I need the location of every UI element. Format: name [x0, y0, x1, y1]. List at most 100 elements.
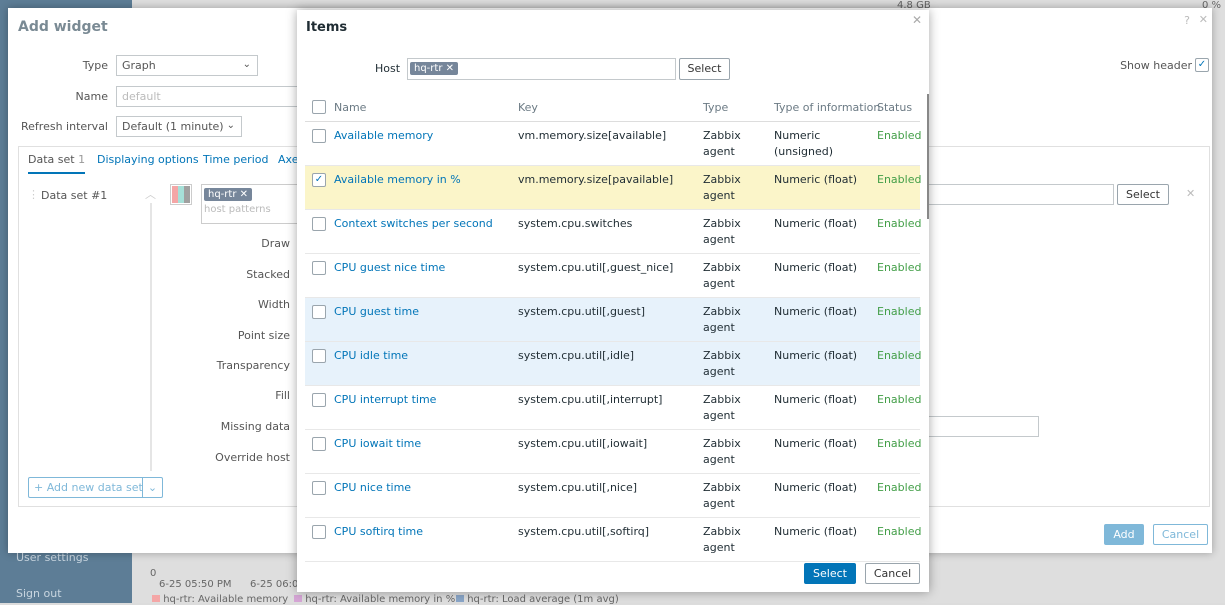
select-all-checkbox[interactable] [312, 100, 326, 114]
type-select[interactable]: Graph ⌄ [116, 55, 258, 76]
item-type: Zabbix agent [703, 481, 741, 510]
row-checkbox[interactable] [312, 437, 326, 451]
item-status: Enabled [877, 525, 922, 538]
item-info-type: Numeric (float) [774, 217, 858, 230]
item-key: vm.memory.size[pavailable] [518, 173, 674, 186]
item-name-link[interactable]: Context switches per second [334, 217, 493, 230]
item-name-link[interactable]: CPU nice time [334, 481, 412, 494]
host-pattern-input[interactable]: hq-rtr ✕ host patterns [201, 184, 301, 224]
chevron-down-icon: ⌄ [242, 59, 251, 70]
host-input[interactable]: hq-rtr ✕ [407, 58, 676, 80]
tab-time-period[interactable]: Time period [203, 153, 269, 166]
item-status: Enabled [877, 437, 922, 450]
table-row[interactable]: Available memory vm.memory.size[availabl… [305, 122, 922, 166]
table-row[interactable]: CPU softirq time system.cpu.util[,softir… [305, 518, 922, 562]
chevron-down-icon: ⌄ [226, 120, 235, 131]
drag-handle-icon[interactable]: ⋮ [28, 188, 39, 201]
cancel-button[interactable]: Cancel [1153, 524, 1208, 545]
table-row[interactable]: Context switches per second system.cpu.s… [305, 210, 921, 254]
sidebar-item-user-settings[interactable]: User settings [16, 551, 89, 564]
name-input[interactable]: default [116, 86, 316, 107]
chart-x-tick: 6-25 06:0 [250, 579, 299, 590]
item-name-link[interactable]: CPU softirq time [334, 525, 424, 538]
item-status: Enabled [877, 393, 922, 406]
item-type: Zabbix agent [703, 393, 741, 422]
table-header: Name Key Type Type of information Status [305, 100, 920, 122]
item-info-type: Numeric (float) [774, 173, 858, 186]
table-row[interactable]: CPU iowait time system.cpu.util[,iowait]… [305, 430, 922, 474]
column-key: Key [518, 101, 538, 114]
item-info-type: Numeric (float) [774, 305, 858, 318]
row-checkbox[interactable] [312, 393, 326, 407]
close-icon[interactable]: ✕ [1198, 13, 1208, 26]
tab-displaying-options[interactable]: Displaying options [97, 153, 199, 166]
row-checkbox[interactable] [312, 217, 326, 231]
color-picker[interactable] [170, 184, 192, 205]
refresh-label: Refresh interval [21, 120, 108, 133]
chart-y-tick: 0 [150, 568, 157, 579]
item-name-link[interactable]: CPU idle time [334, 349, 409, 362]
table-row[interactable]: CPU interrupt time system.cpu.util[,inte… [305, 386, 922, 430]
item-key: system.cpu.util[,iowait] [518, 437, 648, 450]
item-type: Zabbix agent [703, 305, 741, 334]
override-host-label: Override host [215, 451, 290, 464]
select-button[interactable]: Select [804, 563, 856, 584]
item-type: Zabbix agent [703, 437, 741, 466]
row-checkbox[interactable] [312, 349, 326, 363]
add-new-dataset-button[interactable]: + Add new data set ⌄ [28, 477, 163, 498]
tab-axes[interactable]: Axe [278, 153, 299, 166]
refresh-select[interactable]: Default (1 minute) ⌄ [116, 116, 242, 137]
widget-value: 4.8 GB [897, 0, 931, 11]
table-row[interactable]: CPU nice time system.cpu.util[,nice] Zab… [305, 474, 921, 518]
item-type: Zabbix agent [703, 525, 741, 554]
row-checkbox[interactable] [312, 305, 326, 319]
row-checkbox[interactable] [312, 481, 326, 495]
help-icon[interactable]: ? [1184, 14, 1190, 27]
host-tag: hq-rtr ✕ [204, 188, 252, 201]
table-row[interactable]: CPU guest nice time system.cpu.util[,gue… [305, 254, 921, 298]
column-name[interactable]: Name [334, 101, 367, 114]
collapse-icon[interactable]: ︿ [145, 188, 156, 201]
dataset-divider [150, 203, 152, 471]
cancel-button[interactable]: Cancel [865, 563, 920, 584]
override-host-input[interactable] [918, 416, 1039, 437]
scrollbar[interactable] [927, 94, 929, 219]
host-select-button[interactable]: Select [679, 58, 730, 80]
show-header-checkbox[interactable]: ✓ [1195, 58, 1209, 72]
column-type-of-information: Type of information [774, 101, 881, 114]
item-name-link[interactable]: Available memory in % [334, 173, 461, 186]
close-icon[interactable]: ✕ [911, 13, 922, 27]
stacked-label: Stacked [246, 268, 290, 281]
item-type: Zabbix agent [703, 349, 741, 378]
item-key: system.cpu.util[,interrupt] [518, 393, 663, 406]
item-info-type: Numeric (float) [774, 393, 858, 406]
tab-data-set[interactable]: Data set 1 [28, 153, 86, 174]
item-name-link[interactable]: CPU interrupt time [334, 393, 437, 406]
add-button[interactable]: Add [1104, 524, 1144, 545]
item-pattern-input[interactable] [918, 184, 1114, 205]
item-info-type: Numeric (float) [774, 525, 858, 538]
item-name-link[interactable]: Available memory [334, 129, 434, 142]
item-status: Enabled [877, 129, 922, 142]
row-checkbox[interactable] [312, 525, 326, 539]
transparency-label: Transparency [216, 359, 290, 372]
remove-icon[interactable]: ✕ [1186, 187, 1196, 200]
item-name-link[interactable]: CPU iowait time [334, 437, 422, 450]
row-checkbox[interactable] [312, 129, 326, 143]
item-name-link[interactable]: CPU guest time [334, 305, 419, 318]
item-name-link[interactable]: CPU guest nice time [334, 261, 446, 274]
fill-label: Fill [275, 389, 290, 402]
table-row[interactable]: ✓ Available memory in % vm.memory.size[p… [305, 166, 921, 210]
item-type: Zabbix agent [703, 217, 741, 246]
table-row[interactable]: CPU idle time system.cpu.util[,idle] Zab… [305, 342, 921, 386]
item-info-type: Numeric (unsigned) [774, 129, 834, 158]
sidebar-item-sign-out[interactable]: Sign out [16, 587, 62, 600]
row-checkbox[interactable]: ✓ [312, 173, 326, 187]
item-key: system.cpu.util[,guest] [518, 305, 646, 318]
chart-legend-item: hq-rtr: Load average (1m avg) [456, 594, 619, 605]
table-row[interactable]: CPU guest time system.cpu.util[,guest] Z… [305, 298, 921, 342]
item-info-type: Numeric (float) [774, 261, 858, 274]
item-select-button[interactable]: Select [1117, 184, 1169, 205]
row-checkbox[interactable] [312, 261, 326, 275]
point-size-label: Point size [237, 329, 290, 342]
